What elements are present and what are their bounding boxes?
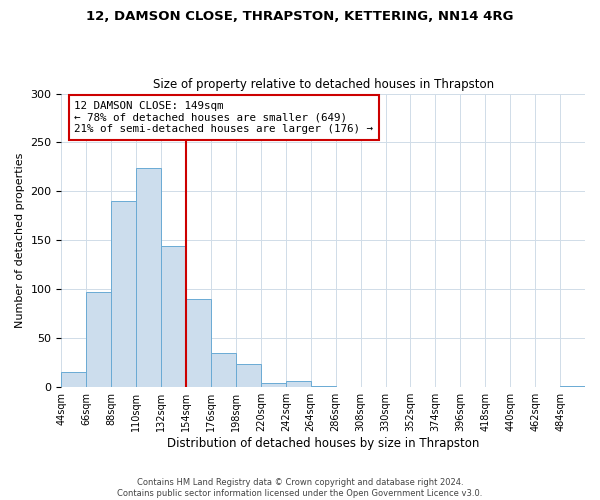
- Text: 12, DAMSON CLOSE, THRAPSTON, KETTERING, NN14 4RG: 12, DAMSON CLOSE, THRAPSTON, KETTERING, …: [86, 10, 514, 23]
- Bar: [560, 386, 585, 387]
- Text: Contains HM Land Registry data © Crown copyright and database right 2024.
Contai: Contains HM Land Registry data © Crown c…: [118, 478, 482, 498]
- Bar: [211, 353, 236, 387]
- Bar: [136, 168, 161, 387]
- Title: Size of property relative to detached houses in Thrapston: Size of property relative to detached ho…: [152, 78, 494, 91]
- Bar: [86, 292, 111, 387]
- Bar: [186, 299, 211, 387]
- Text: 12 DAMSON CLOSE: 149sqm
← 78% of detached houses are smaller (649)
21% of semi-d: 12 DAMSON CLOSE: 149sqm ← 78% of detache…: [74, 101, 373, 134]
- Bar: [61, 372, 86, 387]
- X-axis label: Distribution of detached houses by size in Thrapston: Distribution of detached houses by size …: [167, 437, 479, 450]
- Y-axis label: Number of detached properties: Number of detached properties: [15, 152, 25, 328]
- Bar: [161, 246, 186, 387]
- Bar: [261, 384, 286, 387]
- Bar: [236, 364, 261, 387]
- Bar: [286, 382, 311, 387]
- Bar: [111, 201, 136, 387]
- Bar: [311, 386, 335, 387]
